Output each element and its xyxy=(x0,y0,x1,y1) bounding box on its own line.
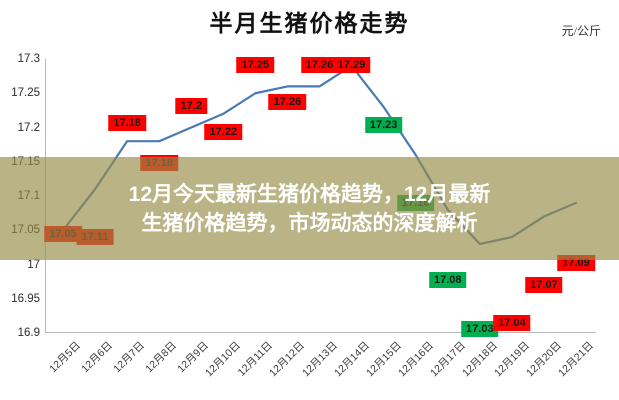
data-point-label: 17.07 xyxy=(525,276,563,293)
data-point-label: 17.23 xyxy=(364,116,403,133)
x-tick-label: 12月7日 xyxy=(111,339,148,376)
data-point-label: 17.25 xyxy=(236,57,275,74)
caption-overlay-band xyxy=(0,157,619,260)
x-tick-label: 12月6日 xyxy=(79,339,115,376)
data-point-label: 17.18 xyxy=(108,115,146,132)
y-tick-label: 16.95 xyxy=(11,292,40,305)
page-title: 半月生猪价格走势 xyxy=(209,11,410,36)
caption-line-2: 生猪价格趋势，市场动态的深度解析 xyxy=(141,211,478,235)
data-point-label: 17.04 xyxy=(493,315,531,332)
data-point-label: 17.26 xyxy=(268,94,307,111)
data-point-label: 17.08 xyxy=(428,271,467,288)
y-tick-label: 17.2 xyxy=(17,121,40,134)
data-point-label: 17.22 xyxy=(204,123,243,140)
x-tick-label: 12月5日 xyxy=(47,339,83,376)
data-point-label: 17.2 xyxy=(175,97,207,114)
x-tick-label: 12月13日 xyxy=(299,339,340,380)
data-point-label: 17.03 xyxy=(461,321,499,337)
y-tick-label: 17 xyxy=(27,258,40,271)
unit-label: 元/公斤 xyxy=(561,24,601,38)
caption-line-1: 12月今天最新生猪价格趋势，12月最新 xyxy=(128,182,491,206)
data-point-label: 17.29 xyxy=(332,57,371,73)
x-tick-label: 12月8日 xyxy=(143,339,180,376)
y-tick-label: 16.9 xyxy=(17,327,40,339)
x-axis-line xyxy=(45,332,596,333)
x-tick-label: 12月12日 xyxy=(267,339,308,380)
data-point-label: 17.26 xyxy=(300,57,339,73)
x-axis-tick-labels: 12月5日 12月6日 12月7日 12月8日 12月9日 12月10日 12月11日 12月… xyxy=(45,336,596,400)
y-tick-label: 17.25 xyxy=(11,87,40,100)
caption-overlay-text: 12月今天最新生猪价格趋势，12月最新 生猪价格趋势，市场动态的深度解析 xyxy=(0,157,619,260)
y-tick-label: 17.3 xyxy=(17,53,40,65)
